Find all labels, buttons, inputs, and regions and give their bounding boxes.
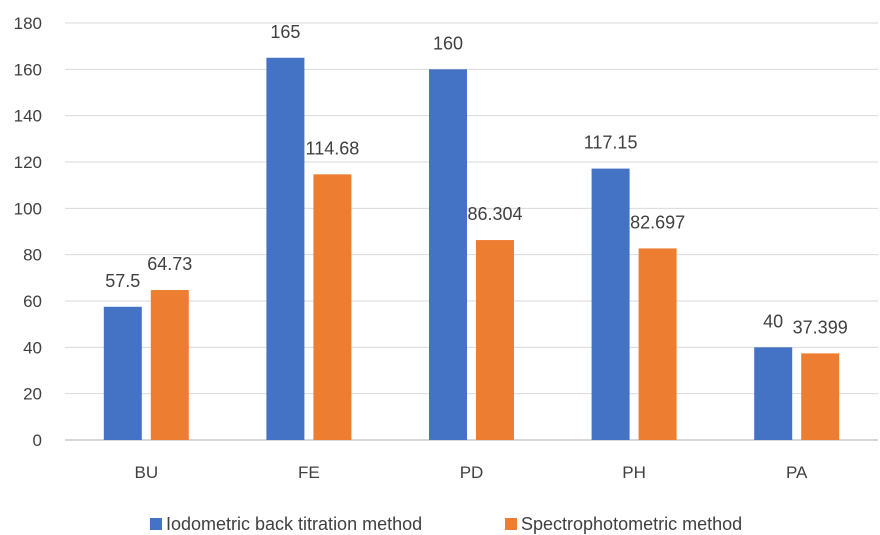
legend-label: Iodometric back titration method (166, 514, 422, 534)
x-category-label: PD (460, 463, 484, 482)
data-label: 114.68 (306, 138, 360, 158)
y-tick-label: 80 (23, 246, 42, 265)
data-label: 37.399 (793, 317, 848, 337)
x-category-label: BU (134, 463, 158, 482)
bar-fe-series-1 (266, 57, 305, 440)
y-tick-label: 160 (14, 60, 42, 79)
gridlines (65, 22, 878, 441)
bar-pd-series-1 (429, 69, 467, 440)
data-label: 165 (270, 22, 300, 42)
bar-bu-series-2 (150, 290, 189, 440)
bar-fe-series-2 (313, 174, 352, 441)
bar-pa-series-2 (801, 353, 840, 440)
data-label: 160 (433, 33, 463, 53)
data-label: 82.697 (630, 212, 685, 232)
data-label: 57.5 (105, 271, 140, 291)
legend-item: Iodometric back titration method (150, 514, 422, 534)
data-labels: 57.5 64.73 165 114.68 160 86.304 117.15 82.697 4… (105, 22, 847, 338)
y-tick-label: 140 (14, 107, 42, 126)
x-category-label: PH (622, 463, 646, 482)
bar-ph-series-1 (591, 168, 630, 441)
data-label: 117.15 (584, 133, 638, 153)
y-tick-label: 0 (33, 431, 42, 450)
y-tick-label: 120 (14, 153, 42, 172)
data-label: 40 (763, 311, 783, 331)
y-tick-label: 20 (23, 385, 42, 404)
y-tick-label: 100 (14, 199, 42, 218)
legend-item: Spectrophotometric method (505, 514, 742, 534)
x-category-label: FE (298, 463, 320, 482)
data-label: 64.73 (147, 254, 192, 274)
legend-swatch (150, 518, 162, 530)
bar-pa-series-1 (754, 347, 793, 440)
bar-pd-series-2 (476, 240, 514, 440)
y-axis-ticks: 0 20 40 60 80 100 120 140 160 180 (14, 14, 42, 450)
y-tick-label: 40 (23, 338, 42, 357)
y-tick-label: 60 (23, 292, 42, 311)
bars (103, 57, 840, 441)
y-tick-label: 180 (14, 14, 42, 33)
legend-swatch (505, 518, 517, 530)
x-category-label: PA (786, 463, 808, 482)
legend: Iodometric back titration method Spectrop… (150, 514, 742, 534)
bar-ph-series-2 (638, 248, 677, 440)
bar-bu-series-1 (103, 306, 142, 440)
legend-label: Spectrophotometric method (521, 514, 742, 534)
x-axis-categories: BU FE PD PH PA (134, 463, 808, 482)
data-label: 86.304 (467, 204, 522, 224)
